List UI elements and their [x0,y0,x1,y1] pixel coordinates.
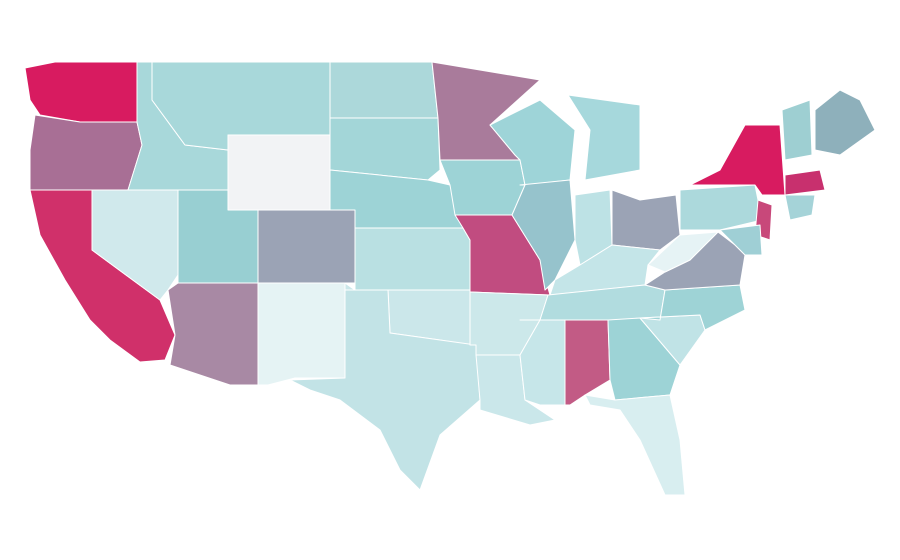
state-region [257,282,346,386]
state-region [227,134,331,211]
state-region [784,194,816,221]
state-region [329,61,439,119]
state-region [647,231,719,273]
state-region [689,124,786,196]
state-region [511,179,576,291]
state-region [257,209,356,284]
state-region [584,394,686,496]
state-region [639,284,746,331]
state-region [167,282,259,386]
state-region [567,94,641,181]
state-region [24,61,138,123]
state-region [329,117,441,181]
state-region [719,224,763,256]
state-region [679,184,763,231]
state-region [784,169,826,196]
state-region [354,227,471,291]
state-region [564,319,611,406]
state-region [29,114,143,191]
state-region [289,289,481,491]
state-region [781,99,813,161]
state-region [611,189,681,251]
state-region [814,89,876,156]
